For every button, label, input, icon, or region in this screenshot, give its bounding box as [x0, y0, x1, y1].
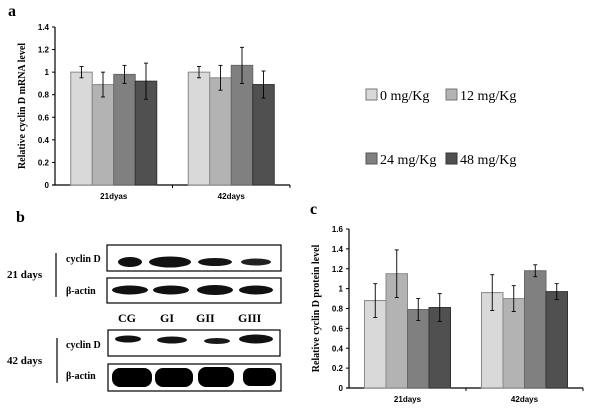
row-label-actin-21: β-actin — [66, 286, 96, 297]
y-tick-label: 1.6 — [332, 225, 344, 234]
band — [239, 285, 273, 295]
x-tick-label: 21dyas — [100, 192, 128, 201]
y-tick-label: 0.6 — [38, 113, 50, 122]
y-tick-label: 0.4 — [38, 136, 50, 145]
panel-label-a: a — [8, 3, 16, 20]
row-label-actin-42: β-actin — [66, 371, 96, 382]
bar — [187, 71, 211, 186]
lane-label-gii: GII — [196, 311, 215, 325]
band — [118, 257, 142, 267]
panel-label-b: b — [16, 209, 25, 226]
lane-label-giii: GIII — [238, 311, 262, 325]
western-blot: 21 days cyclin D β-actin CG GI GII GIII … — [7, 244, 282, 392]
band — [115, 335, 141, 343]
x-tick-label: 42days — [511, 395, 539, 404]
band — [155, 368, 193, 387]
y-tick-label: 0.4 — [332, 344, 344, 353]
y-tick-label: 1 — [339, 285, 344, 294]
x-tick-label: 42days — [218, 192, 246, 201]
y-tick-label: 1.4 — [38, 23, 50, 32]
chart-c-protein: 0 0.2 0.4 0.6 0.8 1 1.2 1.4 1.6 21days 42days Relat… — [311, 225, 584, 404]
legend-swatch-3 — [445, 152, 458, 165]
legend-label-1: 12 mg/Kg — [460, 89, 516, 104]
legend-label-2: 24 mg/Kg — [380, 153, 436, 168]
chart-a-mrna: 0 0.2 0.4 0.6 0.8 1 1.2 1.4 21dyas 42days Relative… — [17, 23, 291, 201]
bar — [209, 77, 232, 186]
row-label-cyclin-d-42: cyclin D — [66, 340, 101, 351]
bar — [70, 71, 93, 186]
bar — [502, 298, 525, 389]
y-tick-label: 1.2 — [332, 265, 344, 274]
bar — [113, 73, 136, 186]
y-tick-label: 0.2 — [38, 158, 50, 167]
group-label-21days: 21 days — [7, 269, 43, 281]
band — [157, 336, 187, 344]
band — [149, 256, 191, 268]
y-tick-label: 1.4 — [332, 245, 344, 254]
legend-swatch-2 — [365, 152, 378, 165]
bar — [407, 308, 430, 389]
band — [198, 367, 234, 387]
y-tick-label: 0.8 — [332, 305, 344, 314]
legend: 0 mg/Kg 12 mg/Kg 24 mg/Kg 48 mg/Kg — [365, 88, 516, 168]
legend-swatch-1 — [445, 88, 458, 101]
band — [198, 258, 232, 266]
band — [112, 285, 148, 295]
y-tick-label: 0.2 — [332, 364, 344, 373]
band — [153, 285, 189, 295]
y-axis-label: Relative cyclin D mRNA level — [17, 43, 28, 169]
lane-label-gi: GI — [160, 311, 174, 325]
lane-label-cg: CG — [118, 311, 136, 325]
y-axis-label: Relative cyclin D protein level — [311, 245, 322, 373]
group-label-42days: 42 days — [7, 355, 43, 367]
row-label-cyclin-d-21: cyclin D — [66, 254, 101, 265]
legend-swatch-0 — [365, 88, 378, 101]
panel-label-c: c — [310, 201, 317, 218]
legend-label-3: 48 mg/Kg — [460, 153, 516, 168]
band — [112, 368, 152, 387]
bar — [252, 84, 275, 186]
band — [239, 334, 273, 344]
band — [243, 368, 276, 386]
y-tick-label: 1 — [45, 68, 50, 77]
y-tick-label: 0.6 — [332, 324, 344, 333]
bar — [545, 291, 568, 389]
bar — [524, 270, 547, 389]
band — [204, 338, 230, 344]
band — [241, 258, 271, 266]
bar — [91, 84, 115, 186]
x-tick-label: 21days — [394, 395, 422, 404]
band — [197, 285, 233, 295]
legend-label-0: 0 mg/Kg — [380, 89, 429, 104]
y-tick-label: 0 — [45, 181, 50, 190]
y-tick-label: 0 — [339, 384, 344, 393]
y-tick-label: 0.8 — [38, 91, 50, 100]
y-tick-label: 1.2 — [38, 46, 50, 55]
blot-box-cyclin-21 — [106, 244, 282, 272]
